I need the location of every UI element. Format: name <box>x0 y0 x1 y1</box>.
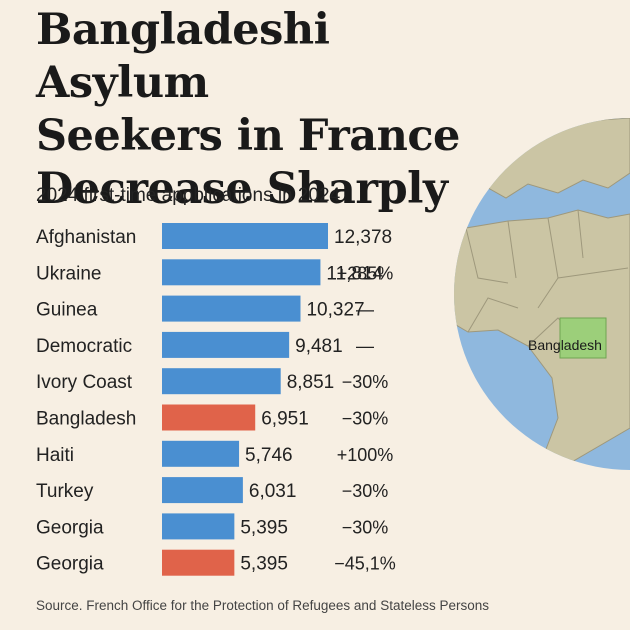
chart-subtitle: 2024 first-time appblications in 2024 <box>36 185 341 206</box>
value-label: 5,395 <box>240 554 288 575</box>
globe-highlight-label: Bangladesh <box>528 337 602 353</box>
value-label: 8,851 <box>287 372 335 393</box>
page-title: Bangladeshi Asylum Seekers in France Dec… <box>36 4 516 216</box>
value-label: 6,031 <box>249 481 297 502</box>
bar-chart: Afghanistan 12,378 Ukraine 11,814+285% Guine… <box>36 223 396 576</box>
globe-map: Bangladesh <box>454 118 630 470</box>
value-label: 6,951 <box>261 409 309 430</box>
change-label: −30% <box>342 481 389 501</box>
category-label: Afghanistan <box>36 227 136 248</box>
bar <box>162 513 235 540</box>
value-label: 5,746 <box>245 445 293 466</box>
globe-land-europe <box>457 118 630 199</box>
bar <box>162 477 243 504</box>
category-label: Georgia <box>36 517 104 538</box>
value-label: 12,378 <box>334 227 392 248</box>
change-label: +285% <box>337 263 394 283</box>
source-note: Source. French Office for the Protection… <box>36 598 489 613</box>
category-label: Georgia <box>36 554 104 575</box>
bar <box>162 331 290 358</box>
globe-borders <box>465 209 629 349</box>
category-label: Democratic <box>36 336 132 357</box>
bar <box>162 295 301 322</box>
title-line-2: Seekers in France <box>36 111 460 161</box>
bar <box>162 549 235 576</box>
category-label: Ivory Coast <box>36 372 133 393</box>
bar <box>162 404 256 431</box>
title-line-3: Decrease Sharply <box>36 164 448 214</box>
change-label: −30% <box>342 372 389 392</box>
category-label: Turkey <box>36 481 94 502</box>
change-label: — <box>356 300 374 320</box>
change-label: −30% <box>342 409 389 429</box>
category-label: Guinea <box>36 300 98 321</box>
change-label: −45,1% <box>334 554 396 574</box>
title-line-1: Bangladeshi Asylum <box>36 5 330 108</box>
value-label: 9,481 <box>295 336 343 357</box>
bar <box>162 259 321 286</box>
value-label: 5,395 <box>240 517 288 538</box>
change-label: +100% <box>337 445 394 465</box>
value-label: 10,327 <box>306 300 364 321</box>
value-label: 11,814 <box>326 263 383 284</box>
change-label: −30% <box>342 517 389 537</box>
change-label: — <box>356 336 374 356</box>
bar <box>162 223 328 249</box>
bar <box>162 368 281 395</box>
category-label: Ukraine <box>36 263 101 284</box>
category-label: Haiti <box>36 445 74 466</box>
bar <box>162 440 240 467</box>
globe-highlight-region <box>559 317 607 359</box>
category-label: Bangladesh <box>36 409 136 430</box>
